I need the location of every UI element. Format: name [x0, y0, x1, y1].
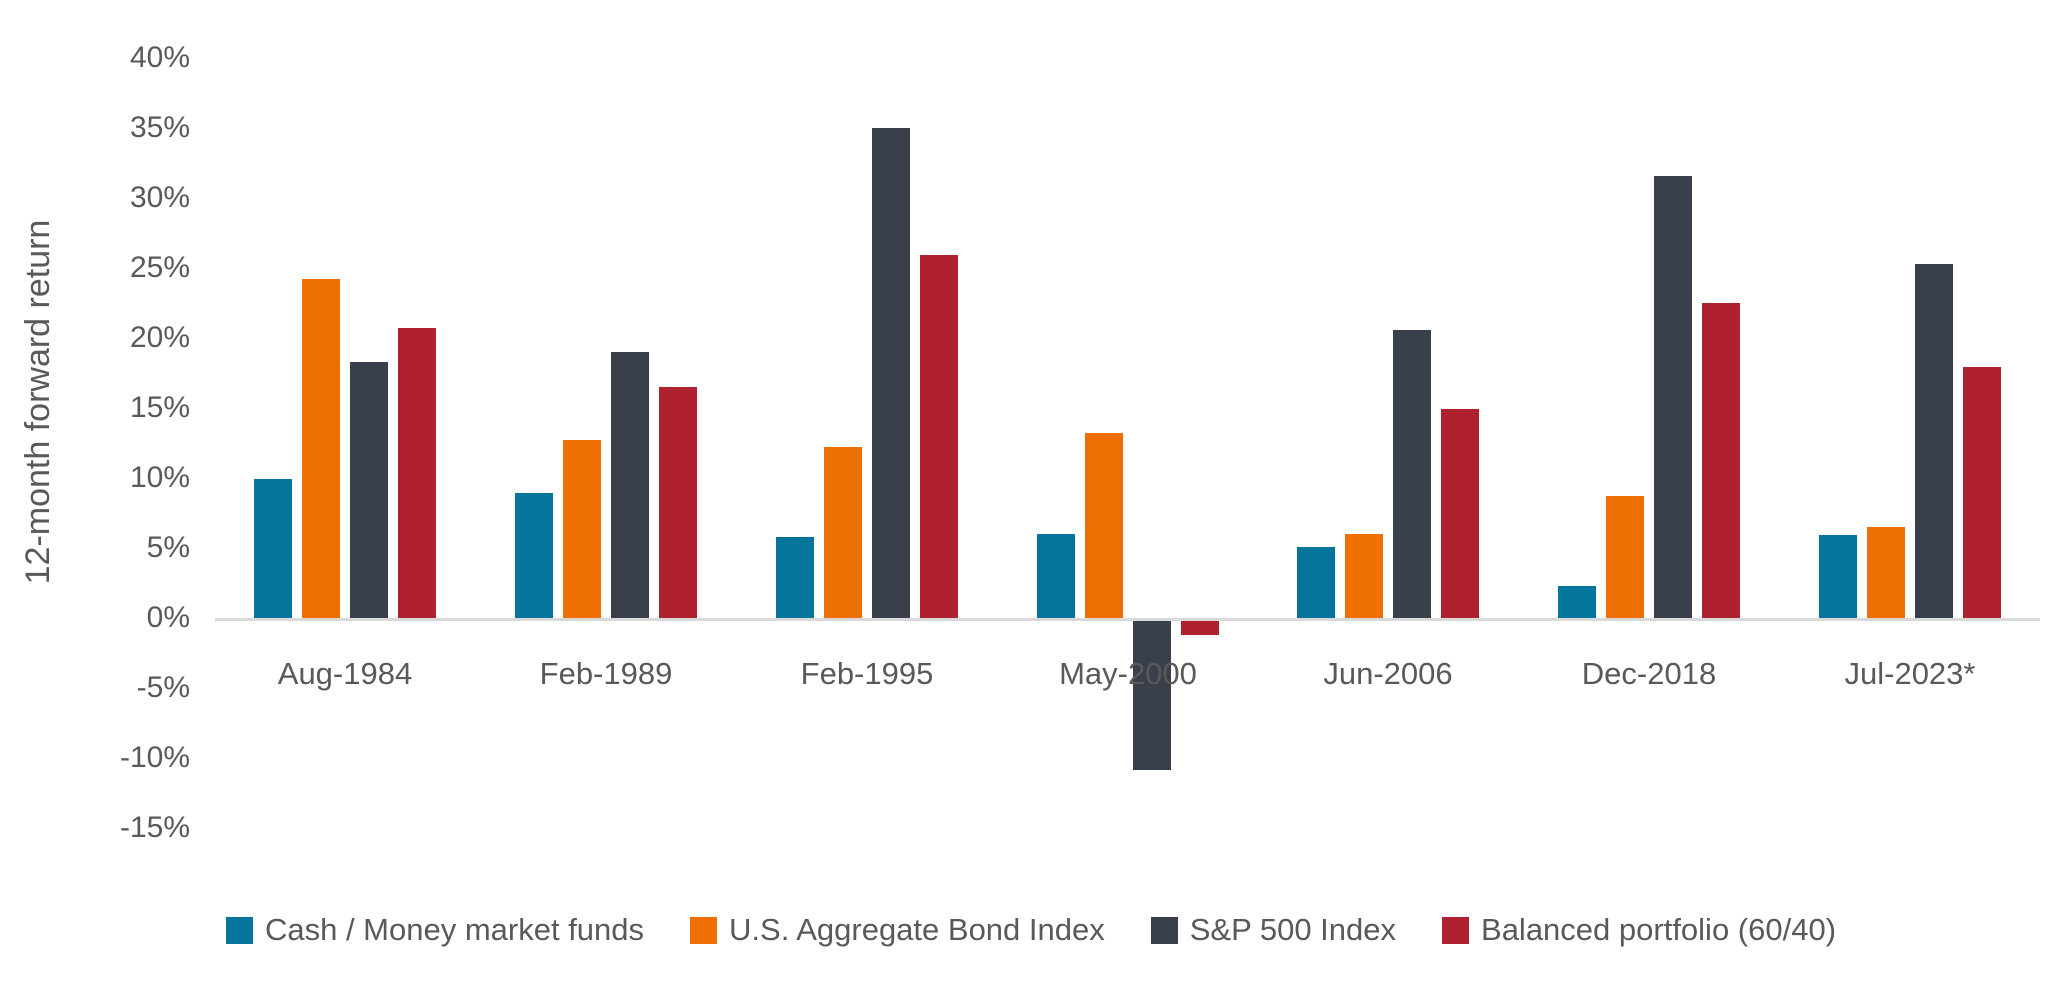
legend-label: Cash / Money market funds: [264, 912, 645, 947]
legend-label: Balanced portfolio (60/40): [1481, 912, 1837, 947]
bar: [1702, 303, 1740, 618]
x-category-label: Jul-2023*: [1844, 656, 1976, 691]
bar: [1181, 620, 1219, 635]
x-category-label: Dec-2018: [1581, 656, 1717, 691]
legend-swatch-icon: [1442, 916, 1470, 944]
x-category-label: Feb-1989: [539, 656, 673, 691]
x-category-label: Jun-2006: [1323, 656, 1453, 691]
bar: [920, 255, 958, 618]
bar: [659, 387, 697, 618]
bar: [1963, 367, 2001, 618]
y-tick-label: 25%: [129, 251, 190, 284]
bar: [1915, 264, 1953, 618]
bar: [1606, 496, 1644, 618]
legend-label: S&P 500 Index: [1189, 912, 1397, 947]
bar: [563, 440, 601, 618]
y-tick-label: 30%: [129, 181, 190, 214]
y-tick-label: 0%: [146, 601, 190, 634]
x-category-label: Feb-1995: [800, 656, 934, 691]
bar: [611, 352, 649, 618]
bar: [1133, 620, 1171, 770]
bar: [254, 479, 292, 618]
legend-swatch-icon: [690, 916, 718, 944]
bar: [872, 128, 910, 618]
legend-label: U.S. Aggregate Bond Index: [729, 912, 1105, 947]
bar: [350, 362, 388, 618]
bar: [1037, 534, 1075, 618]
y-tick-label: 10%: [129, 461, 190, 494]
y-tick-label: 40%: [129, 41, 190, 74]
y-tick-label: 35%: [129, 111, 190, 144]
x-category-label: Aug-1984: [277, 656, 413, 691]
bar: [1867, 527, 1905, 618]
bar: [515, 493, 553, 618]
y-tick-label: -10%: [119, 741, 190, 774]
legend-item: Cash / Money market funds: [225, 912, 645, 948]
y-tick-label: -15%: [119, 811, 190, 844]
legend-swatch-icon: [1150, 916, 1178, 944]
bar: [1558, 586, 1596, 618]
bar: [398, 328, 436, 618]
x-axis-baseline: [215, 618, 2040, 621]
bar: [1085, 433, 1123, 618]
legend-swatch-icon: [225, 916, 253, 944]
y-tick-label: 5%: [146, 531, 190, 564]
bar: [1441, 409, 1479, 618]
legend: Cash / Money market funds U.S. Aggregate …: [0, 902, 2062, 958]
bar: [1393, 330, 1431, 618]
y-tick-label: -5%: [136, 671, 190, 704]
legend-item: S&P 500 Index: [1150, 912, 1397, 948]
bar: [1345, 534, 1383, 618]
legend-item: U.S. Aggregate Bond Index: [690, 912, 1105, 948]
bar: [776, 537, 814, 618]
bar: [824, 447, 862, 618]
y-tick-label: 20%: [129, 321, 190, 354]
legend-item: Balanced portfolio (60/40): [1442, 912, 1836, 948]
y-tick-label: 15%: [129, 391, 190, 424]
bar: [1297, 547, 1335, 618]
bar: [1819, 535, 1857, 618]
bar: [302, 279, 340, 618]
x-category-label: May-2000: [1059, 656, 1197, 691]
bar: [1654, 176, 1692, 618]
